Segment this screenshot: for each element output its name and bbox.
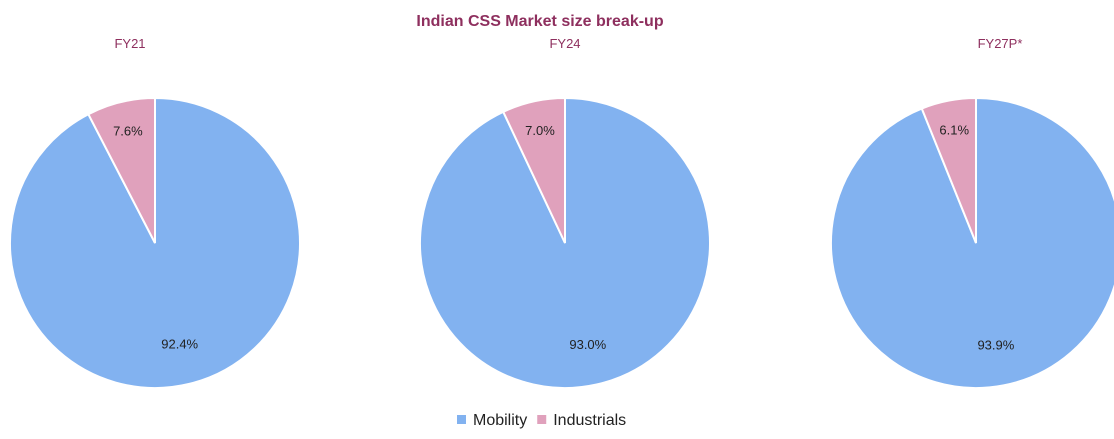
pie-group: FY21 92.4% 7.6% FY24 93.0% 7.0% FY27P* 93.9% 6.1…: [9, 36, 1114, 389]
pie-subtitle: FY24: [549, 36, 580, 51]
pie-subtitle: FY27P*: [978, 36, 1023, 51]
pie-fy27p: FY27P* 93.9% 6.1%: [830, 36, 1114, 389]
data-label-mobility: 92.4%: [161, 336, 198, 351]
pie-slice-industrials: [501, 96, 566, 244]
pie-subtitle: FY21: [114, 36, 145, 51]
data-label-mobility: 93.0%: [569, 337, 606, 352]
chart-title: Indian CSS Market size break-up: [416, 13, 663, 30]
pie-slice-mobility: [830, 96, 1114, 389]
pie-slice-mobility: [9, 96, 301, 389]
pie-fy21: FY21 92.4% 7.6%: [9, 36, 301, 389]
legend: Mobility Industrials: [457, 412, 626, 429]
pie-slice-industrials: [920, 96, 977, 244]
data-label-mobility: 93.9%: [977, 338, 1014, 353]
data-label-industrials: 6.1%: [939, 123, 969, 138]
legend-swatch-industrials: [537, 415, 547, 424]
data-label-industrials: 7.0%: [525, 123, 555, 138]
legend-swatch-mobility: [457, 415, 466, 424]
pie-fy24: FY24 93.0% 7.0%: [419, 36, 711, 389]
legend-label-industrials: Industrials: [553, 412, 626, 429]
data-label-industrials: 7.6%: [113, 124, 143, 139]
legend-label-mobility: Mobility: [473, 412, 527, 429]
pie-slice-industrials: [87, 96, 156, 244]
